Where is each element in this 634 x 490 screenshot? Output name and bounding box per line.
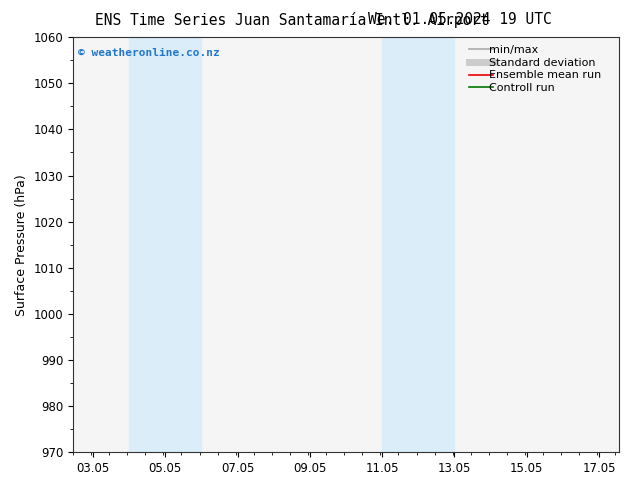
Y-axis label: Surface Pressure (hPa): Surface Pressure (hPa) [15, 174, 28, 316]
Bar [418, 37, 455, 452]
Legend: min/max, Standard deviation, Ensemble mean run, Controll run: min/max, Standard deviation, Ensemble me… [467, 43, 614, 96]
Bar [165, 37, 202, 452]
Text: ENS Time Series Juan Santamaría Intl. Airport: ENS Time Series Juan Santamaría Intl. Ai… [95, 12, 489, 28]
Text: © weatheronline.co.nz: © weatheronline.co.nz [79, 48, 220, 57]
Bar [382, 37, 418, 452]
Bar [129, 37, 165, 452]
Text: We. 01.05.2024 19 UTC: We. 01.05.2024 19 UTC [368, 12, 552, 27]
